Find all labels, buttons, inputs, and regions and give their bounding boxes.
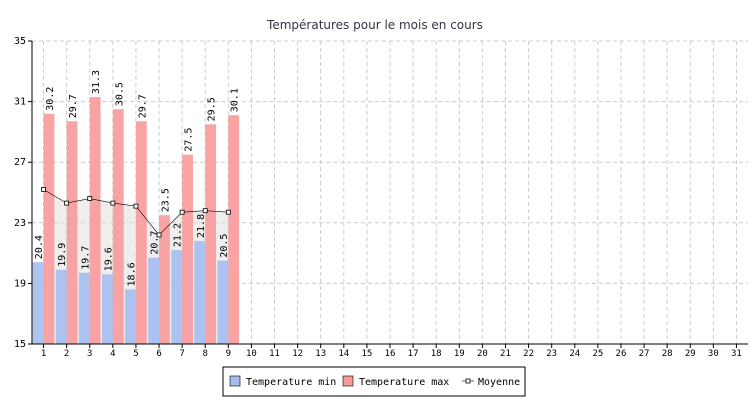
x-tick-label: 11 — [269, 349, 280, 359]
legend-swatch — [229, 375, 241, 387]
legend-label: Moyenne — [478, 377, 520, 388]
x-tick-label: 24 — [569, 349, 580, 359]
marker — [110, 200, 116, 206]
bar — [55, 269, 67, 344]
bar — [217, 260, 229, 344]
y-tick-label: 23 — [14, 218, 26, 229]
marker — [179, 209, 185, 215]
value-label: 21.8 — [196, 214, 207, 238]
x-tick-label: 3 — [87, 349, 92, 359]
legend-marker — [465, 378, 471, 384]
value-label: 30.2 — [45, 87, 56, 111]
y-tick-label: 15 — [14, 339, 26, 350]
x-tick-label: 16 — [385, 349, 396, 359]
x-tick-label: 8 — [203, 349, 208, 359]
bar — [112, 109, 124, 344]
value-label: 19.9 — [57, 243, 68, 267]
value-label: 31.3 — [91, 70, 102, 94]
marker — [133, 203, 139, 209]
x-tick-label: 25 — [592, 349, 603, 359]
x-tick-label: 17 — [408, 349, 419, 359]
bar — [101, 274, 113, 344]
value-label: 20.4 — [34, 235, 45, 259]
bar — [66, 121, 78, 344]
value-label: 19.6 — [103, 247, 114, 271]
legend-label: Temperature max — [359, 377, 449, 388]
x-tick-label: 21 — [500, 349, 511, 359]
marker — [41, 187, 46, 192]
x-tick-label: 10 — [246, 349, 257, 359]
bar — [228, 115, 240, 344]
marker — [64, 200, 70, 206]
x-tick-label: 18 — [431, 349, 442, 359]
marker — [225, 209, 231, 215]
x-tick-label: 29 — [685, 349, 696, 359]
x-tick-label: 28 — [662, 349, 673, 359]
bar — [171, 250, 183, 344]
x-tick-label: 12 — [292, 349, 303, 359]
x-tick-label: 27 — [639, 349, 650, 359]
x-tick-label: 20 — [477, 349, 488, 359]
x-tick-label: 23 — [546, 349, 557, 359]
x-tick-label: 15 — [361, 349, 372, 359]
x-tick-label: 22 — [523, 349, 534, 359]
x-tick-label: 1 — [41, 349, 46, 359]
bar — [135, 121, 147, 344]
bar — [89, 97, 101, 345]
x-tick-label: 4 — [110, 349, 115, 359]
value-label: 18.6 — [127, 262, 138, 286]
bar — [182, 154, 193, 344]
x-tick-label: 19 — [454, 349, 465, 359]
bar — [43, 113, 55, 344]
value-label: 20.5 — [219, 234, 230, 258]
bar — [78, 272, 90, 344]
bar — [159, 215, 170, 344]
x-tick-label: 7 — [179, 349, 184, 359]
value-label: 19.7 — [80, 246, 91, 270]
chart-title: Températures pour le mois en cours — [266, 18, 483, 32]
x-tick-label: 14 — [338, 349, 349, 359]
marker — [202, 208, 208, 214]
legend-label: Temperature min — [246, 377, 336, 388]
value-label: 30.1 — [230, 88, 241, 112]
x-tick-label: 9 — [226, 349, 231, 359]
x-tick-label: 2 — [64, 349, 69, 359]
y-tick-label: 27 — [14, 157, 26, 168]
value-label: 21.2 — [173, 223, 184, 247]
bar — [125, 289, 136, 344]
value-label: 29.5 — [207, 97, 218, 121]
bar — [148, 257, 160, 344]
marker — [87, 196, 93, 201]
legend-box — [222, 366, 526, 397]
value-label: 27.5 — [184, 128, 195, 152]
x-tick-label: 31 — [731, 349, 742, 359]
value-label: 30.5 — [114, 82, 125, 106]
value-label: 20.7 — [150, 231, 161, 255]
value-label: 29.7 — [68, 94, 79, 118]
value-label: 29.7 — [137, 94, 148, 118]
bar — [205, 124, 217, 344]
marker — [156, 232, 162, 238]
x-tick-label: 13 — [315, 349, 326, 359]
y-tick-label: 19 — [14, 278, 26, 289]
x-tick-label: 5 — [133, 349, 138, 359]
value-label: 23.5 — [160, 188, 171, 212]
x-tick-label: 30 — [708, 349, 719, 359]
y-tick-label: 35 — [14, 36, 26, 47]
bar — [32, 262, 44, 344]
x-tick-label: 6 — [156, 349, 161, 359]
bar — [194, 240, 206, 344]
y-tick-label: 31 — [14, 97, 26, 108]
legend-swatch — [342, 375, 354, 387]
x-tick-label: 26 — [616, 349, 627, 359]
